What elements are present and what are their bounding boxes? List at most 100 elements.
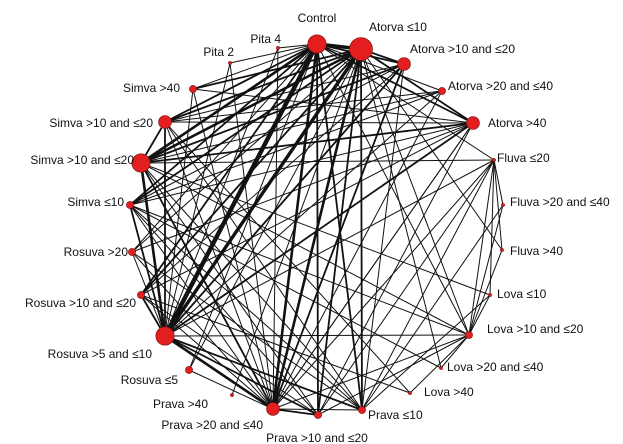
edge-prava_20_40-atorva_gt40: [272, 122, 474, 410]
node-prava_le10: [358, 406, 366, 414]
node-label-atorva_gt40: Atorva >40: [488, 116, 547, 130]
node-prava_gt40: [230, 393, 234, 397]
node-atorva_le10: [349, 37, 373, 61]
edge-simva_le10-prava_20_40: [129, 204, 274, 410]
edge-atorva_10_20-simva_10_20_a: [140, 63, 405, 164]
edge-rosuva_5_10-prava_20_40: [163, 334, 275, 411]
node-control: [307, 34, 327, 54]
node-label-prava_gt40: Prava >40: [153, 397, 208, 411]
edge-simva_le10-prava_10_20: [129, 204, 319, 416]
node-label-prava_le10: Prava ≤10: [368, 408, 423, 422]
edge-simva_10_20_a-prava_10_20: [140, 162, 319, 416]
edge-simva_10_20_b-prava_20_40: [164, 121, 274, 410]
node-simva_le10: [126, 201, 134, 209]
edge-atorva_le10-simva_10_20_a: [139, 47, 363, 165]
node-label-simva_10_20_b: Simva >10 and ≤20: [49, 116, 153, 130]
edge-atorva_le10-rosuva_10_20: [140, 48, 362, 296]
edge-layer: [129, 41, 504, 416]
edge-control-rosuva_5_10: [162, 41, 320, 339]
node-lova_20_40: [439, 366, 443, 370]
node-label-control: Control: [298, 11, 337, 25]
node-label-atorva_le10: Atorva ≤10: [369, 20, 427, 34]
edge-simva_gt40-prava_20_40: [192, 88, 274, 410]
edge-fluva_le20-lova_10_20: [468, 159, 495, 336]
node-label-prava_10_20: Prava >10 and ≤20: [266, 431, 368, 444]
node-label-fluva_gt40: Fluva >40: [510, 244, 563, 258]
edge-atorva_le10-rosuva_5_10: [163, 47, 363, 338]
node-rosuva_gt20: [128, 248, 136, 256]
edge-prava_20_40-fluva_le20: [272, 159, 495, 410]
node-label-simva_gt40: Simva >40: [123, 81, 180, 95]
edge-rosuva_le5-prava_20_40: [188, 369, 274, 410]
edge-fluva_gt40-lova_10_20: [468, 249, 503, 336]
edge-simva_10_20_a-prava_le10: [140, 162, 363, 411]
edge-atorva_gt40-simva_le10: [129, 122, 474, 206]
edge-atorva_le10-atorva_gt40: [360, 48, 474, 124]
edge-rosuva_gt20-prava_20_40: [131, 251, 274, 410]
node-label-rosuva_5_10: Rosuva >5 and ≤10: [48, 347, 153, 361]
node-atorva_20_40: [438, 87, 446, 95]
edge-prava_20_40-lova_10_20: [272, 334, 470, 410]
node-label-rosuva_10_20: Rosuva >10 and ≤20: [25, 296, 136, 310]
edge-pita2-rosuva_5_10: [164, 62, 231, 337]
edge-rosuva_5_10-lova_10_20: [164, 334, 470, 337]
edge-prava_le10-fluva_20_40: [361, 204, 504, 411]
node-label-rosuva_gt20: Rosuva >20: [64, 245, 129, 259]
edge-atorva_10_20-prava_le10: [361, 63, 405, 411]
edge-simva_10_20_b-atorva_10_20: [164, 63, 405, 123]
label-layer: Control Atorva ≤10 Atorva >10 and ≤20 Atorv…: [25, 11, 610, 444]
edge-control-simva_gt40: [192, 43, 318, 90]
edge-control-atorva_20_40: [316, 43, 443, 92]
node-label-atorva_10_20: Atorva >10 and ≤20: [410, 42, 515, 56]
edge-fluva_le20-fluva_gt40: [493, 159, 503, 251]
edge-rosuva_10_20-prava_20_40: [140, 294, 274, 410]
node-fluva_gt40: [500, 248, 504, 252]
edge-simva_gt40-rosuva_5_10: [164, 88, 194, 337]
edge-atorva_10_20-rosuva_10_20: [140, 63, 405, 296]
edge-control-lova_10_20: [316, 43, 470, 336]
edge-atorva_gt40-rosuva_5_10: [164, 122, 474, 337]
node-label-lova_gt40: Lova >40: [424, 385, 474, 399]
edge-prava_20_40-prava_10_20: [272, 408, 319, 416]
edge-atorva_le10-simva_gt40: [192, 48, 362, 90]
edge-pita4-prava_20_40: [272, 47, 279, 410]
edge-rosuva_5_10-atorva_10_20: [164, 63, 405, 337]
edge-simva_gt40-atorva_gt40: [192, 88, 474, 124]
edge-lova_le10-lova_10_20: [468, 294, 491, 336]
edge-prava_le10-fluva_le20: [361, 159, 495, 411]
node-prava_20_40: [266, 402, 280, 416]
edge-atorva_gt40-prava_10_20: [317, 122, 474, 416]
node-label-simva_10_20_a: Simva >10 and ≤20: [30, 153, 134, 167]
edge-rosuva_5_10-prava_le10: [164, 335, 363, 411]
edge-lova_gt40-lova_10_20: [409, 334, 470, 394]
edge-simva_10_20_a-lova_10_20: [140, 162, 470, 336]
node-rosuva_5_10: [155, 326, 175, 346]
edge-rosuva_5_10-fluva_le20: [164, 159, 495, 337]
node-simva_10_20_b: [158, 115, 172, 129]
node-label-pita2: Pita 2: [203, 45, 234, 59]
node-rosuva_10_20: [137, 291, 145, 299]
node-label-pita4: Pita 4: [250, 32, 281, 46]
edge-prava_10_20-fluva_le20: [317, 159, 495, 416]
edge-rosuva_gt20-prava_le10: [131, 251, 363, 411]
node-rosuva_le5: [185, 366, 193, 374]
node-atorva_gt40: [466, 116, 480, 130]
node-prava_10_20: [314, 411, 322, 419]
edge-fluva_le20-fluva_20_40: [493, 159, 504, 206]
edge-simva_10_20_a-lova_le10: [140, 162, 491, 296]
node-label-prava_20_40: Prava >20 and ≤40: [161, 418, 263, 432]
node-label-rosuva_le5: Rosuva ≤5: [121, 373, 179, 387]
edge-atorva_le10-lova_10_20: [360, 48, 470, 336]
edge-lova_20_40-lova_10_20: [440, 334, 470, 369]
node-fluva_le20: [492, 158, 496, 162]
edge-simva_le10-rosuva_5_10: [129, 204, 166, 337]
edge-simva_10_20_b-prava_le10: [164, 121, 363, 411]
edge-control-pita2: [229, 43, 318, 64]
node-label-simva_le10: Simva ≤10: [67, 195, 124, 209]
node-label-lova_10_20: Lova >10 and ≤20: [487, 322, 584, 336]
edge-atorva_le10-prava_20_40: [271, 47, 363, 411]
node-simva_10_20_a: [131, 153, 151, 173]
edge-prava_le10-lova_le10: [361, 294, 491, 411]
edge-atorva_20_40-simva_10_20_b: [164, 90, 443, 123]
